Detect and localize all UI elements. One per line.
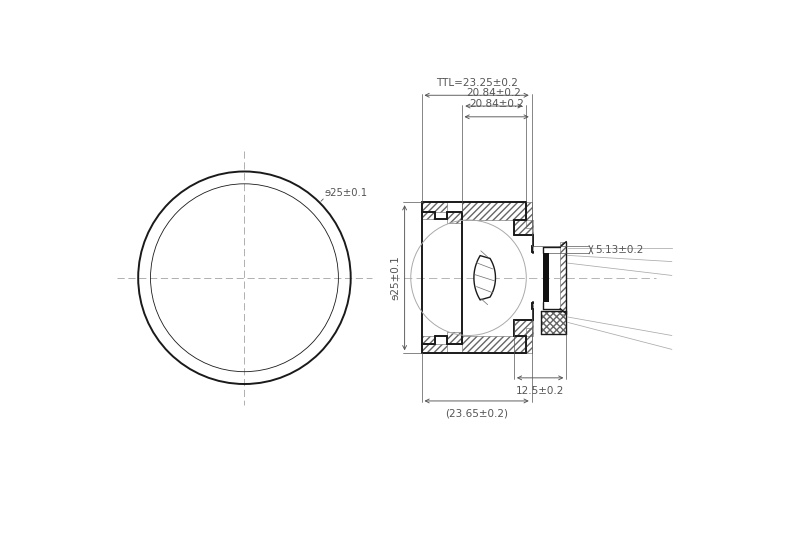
Polygon shape: [474, 256, 495, 300]
Bar: [526, 202, 532, 228]
Text: 20.84±0.2: 20.84±0.2: [469, 99, 524, 109]
Bar: [532, 246, 534, 252]
Text: 20.84±0.2: 20.84±0.2: [466, 89, 522, 98]
Bar: [462, 336, 526, 353]
Bar: [560, 241, 566, 314]
Text: (23.65±0.2): (23.65±0.2): [445, 409, 508, 419]
Text: ɘ25±0.1: ɘ25±0.1: [324, 188, 367, 198]
Bar: [514, 220, 534, 235]
Bar: [532, 303, 534, 309]
Bar: [447, 332, 462, 344]
Bar: [422, 336, 435, 344]
Bar: [422, 212, 435, 219]
Bar: [447, 212, 462, 223]
Text: TTL=23.25±0.2: TTL=23.25±0.2: [436, 78, 518, 87]
Bar: [541, 311, 566, 334]
Text: 5.13±0.2: 5.13±0.2: [594, 245, 643, 255]
Bar: [422, 202, 447, 212]
Bar: [514, 320, 534, 336]
Bar: [462, 202, 526, 220]
Bar: [543, 253, 549, 302]
Bar: [526, 328, 532, 353]
Text: 12.5±0.2: 12.5±0.2: [516, 386, 564, 395]
Text: ɘ25±0.1: ɘ25±0.1: [390, 255, 401, 300]
Bar: [422, 344, 447, 353]
